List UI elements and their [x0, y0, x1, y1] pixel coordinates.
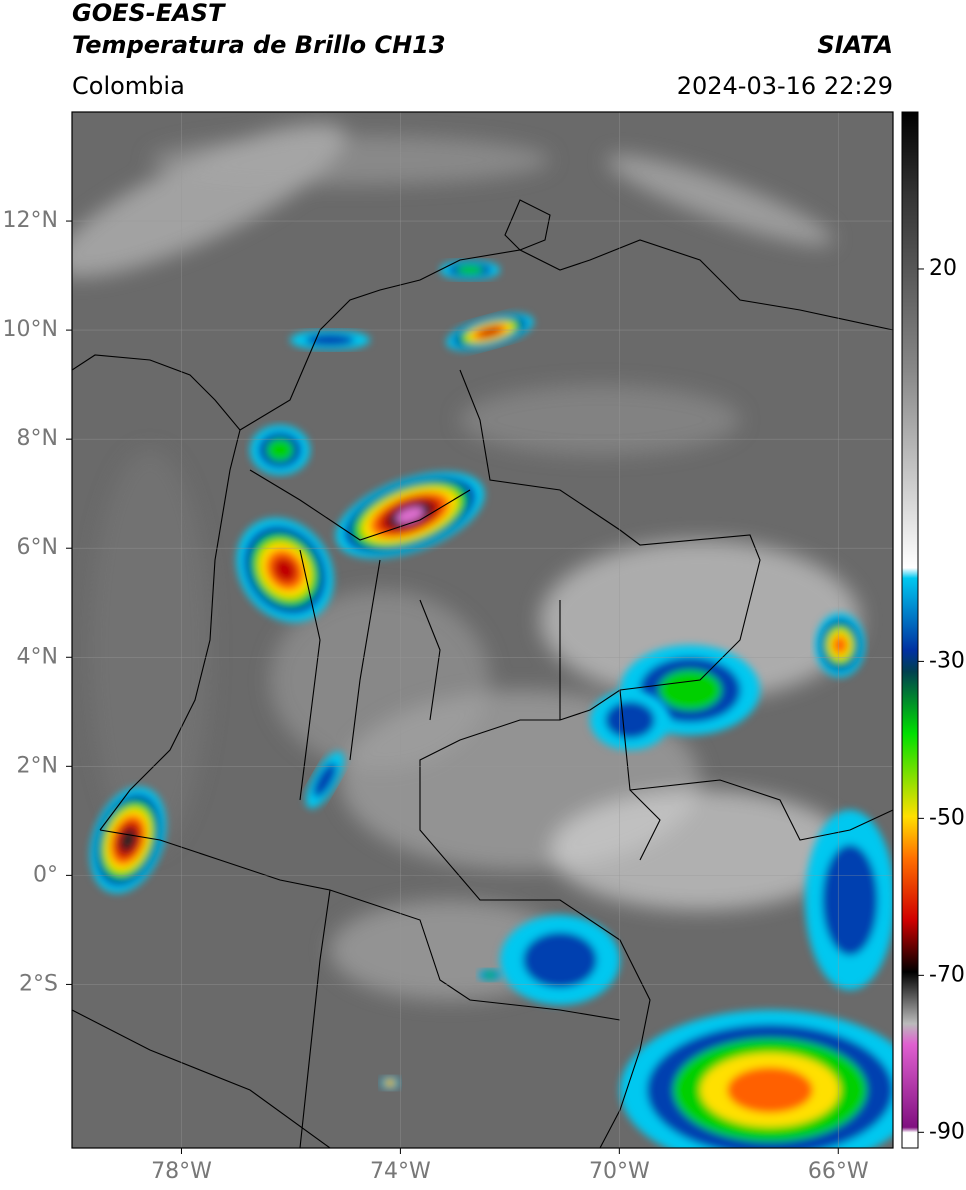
lon-tick-label: 78°W [151, 1159, 212, 1184]
storm-cell [815, 613, 865, 677]
storm-cell [500, 915, 620, 1005]
storm-cell [590, 690, 670, 750]
lat-tick-label: 0° [33, 862, 58, 887]
storm-cell [620, 1010, 893, 1148]
storm-layer [822, 844, 878, 956]
map-image [72, 112, 893, 1148]
colorbar-tick-label: 20 [929, 256, 957, 281]
storm-layer [90, 260, 893, 1148]
storm-layer [832, 635, 848, 655]
storm-layer [305, 333, 355, 347]
product: Temperatura de Brillo CH13 [72, 31, 446, 59]
lon-tick-label: 70°W [589, 1159, 650, 1184]
storm-layer [658, 670, 722, 710]
lat-tick-label: 6°N [17, 535, 58, 560]
lat-tick-label: 2°N [17, 753, 58, 778]
storm-layer [313, 762, 337, 798]
storm-cell [305, 751, 345, 809]
lat-tick-label: 4°N [17, 644, 58, 669]
storm-cell [478, 969, 502, 981]
source: SIATA [817, 31, 893, 59]
storm-layer [484, 972, 496, 978]
lat-tick-label: 10°N [3, 317, 58, 342]
colorbar-tick-label: -70 [929, 962, 965, 987]
storm-layer [523, 932, 597, 988]
borders [72, 199, 893, 1148]
storm-layer [387, 1081, 393, 1085]
storm-cell [805, 810, 893, 990]
storm-cell [446, 313, 534, 351]
storm-cell [90, 786, 166, 894]
storm-cell [250, 425, 310, 475]
satellite: GOES-EAST [72, 0, 226, 27]
storm-layer [605, 701, 655, 739]
storm-cell [380, 1076, 400, 1090]
storm-layer [396, 506, 424, 524]
lon-tick-label: 66°W [808, 1159, 869, 1184]
lat-tick-label: 12°N [3, 208, 58, 233]
cloud-layer [72, 123, 860, 1000]
datetime: 2024-03-16 22:29 [677, 72, 893, 100]
storm-layer [266, 438, 294, 462]
lat-tick-label: 8°N [17, 426, 58, 451]
storm-layer [273, 557, 297, 583]
colorbar-tick-label: -90 [929, 1119, 965, 1144]
map-frame [71, 111, 894, 1149]
lon-tick-label: 74°W [370, 1159, 431, 1184]
colorbar-tick-label: -50 [929, 805, 965, 830]
storm-layer [479, 327, 501, 337]
storm-layer [727, 1067, 813, 1113]
storm-cell [290, 330, 370, 350]
storm-cell [236, 518, 334, 622]
storm-layer [456, 265, 484, 275]
lat-tick-label: 2°S [19, 971, 58, 996]
colorbar-tick-label: -30 [929, 648, 965, 673]
region: Colombia [72, 72, 185, 100]
graticule [72, 112, 893, 1148]
storm-cell [440, 260, 500, 280]
colorbar [901, 111, 919, 1149]
